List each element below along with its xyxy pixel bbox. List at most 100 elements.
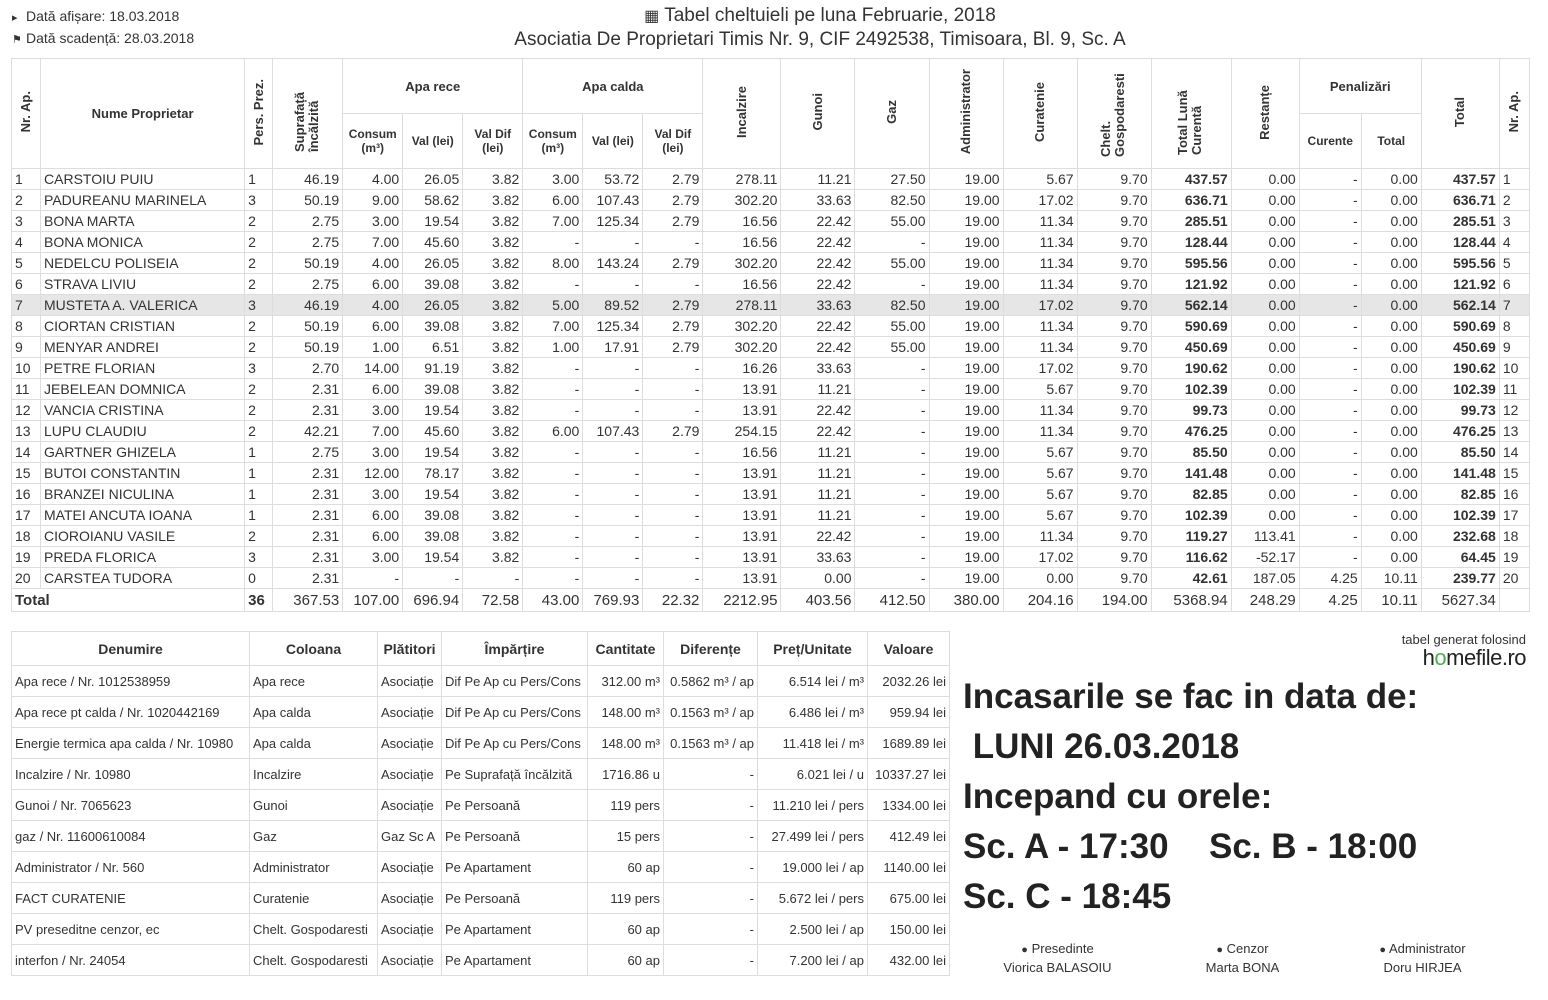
table-cell: 89.52 [582, 294, 644, 316]
table-row[interactable]: 9 MENYAR ANDREI 2 50.19 1.00 6.51 3.82 1.00 17.9… [10, 336, 1531, 358]
table-cell: 19.00 [928, 462, 1004, 484]
table-cell: 3 [10, 210, 42, 232]
header-apa-calda-consum[interactable]: Consum (m³) [522, 113, 584, 169]
cost-header-cell[interactable]: Coloana [249, 631, 378, 666]
table-cell: 6.00 [342, 315, 404, 337]
table-cell: 2 [244, 315, 274, 337]
table-row[interactable]: 2 PADUREANU MARINELA 3 50.19 9.00 58.62 3.82 6.… [10, 189, 1531, 211]
table-row[interactable]: 16 BRANZEI NICULINA 1 2.31 3.00 19.54 3.82- - -1… [10, 483, 1531, 505]
table-row[interactable]: 20 CARSTEA TUDORA 0 2.31- - - - - -13.91 0.00-19.… [10, 567, 1531, 589]
cost-cell: 7.200 lei / ap [757, 944, 868, 976]
header-apa-rece-val[interactable]: Val (lei) [402, 113, 464, 169]
table-row[interactable]: 11 JEBELEAN DOMNICA 2 2.31 6.00 39.08 3.82- - -1… [10, 378, 1531, 400]
table-row[interactable]: 7 MUSTETA A. VALERICA 3 46.19 4.00 26.05 3.82 5… [10, 294, 1531, 316]
table-cell: 64.45 [1420, 546, 1500, 568]
table-cell: STRAVA LIVIU [40, 273, 246, 295]
table-cell: 562.14 [1150, 294, 1232, 316]
cost-row[interactable]: FACT CURATENIE Curatenie Asociație Pe Perso… [11, 882, 950, 914]
header-nume[interactable]: Nume Proprietar [40, 58, 246, 169]
header-nr-ap-end[interactable]: Nr. Ap. [1498, 58, 1531, 169]
header-incalzire[interactable]: Incalzire [702, 58, 782, 169]
table-cell: 2 [244, 378, 274, 400]
table-row[interactable]: 8 CIORTAN CRISTIAN 2 50.19 6.00 39.08 3.82 7.00… [10, 315, 1531, 337]
header-total[interactable]: Total [1420, 58, 1500, 169]
header-pen-curente[interactable]: Curente [1298, 113, 1362, 169]
table-cell: 7.00 [342, 420, 404, 442]
table-row[interactable]: 13 LUPU CLAUDIU 2 42.21 7.00 45.60 3.82 6.00 107… [10, 420, 1531, 442]
table-cell: 11.21 [780, 504, 856, 526]
header-nr-ap[interactable]: Nr. Ap. [10, 58, 42, 169]
table-row[interactable]: 18 CIOROIANU VASILE 2 2.31 6.00 39.08 3.82- - -1… [10, 525, 1531, 547]
table-cell: - [854, 546, 930, 568]
cost-header-cell[interactable]: Plătitori [377, 631, 442, 666]
table-cell: 19.54 [402, 483, 464, 505]
table-row[interactable]: 6 STRAVA LIVIU 2 2.75 6.00 39.08 3.82- - -16.56 2… [10, 273, 1531, 295]
table-row[interactable]: 3 BONA MARTA 2 2.75 3.00 19.54 3.82 7.00 125.34 2… [10, 210, 1531, 232]
header-administrator[interactable]: Administrator [928, 58, 1004, 169]
table-cell: 3 [244, 357, 274, 379]
homefile-logo[interactable]: homefile.ro [1422, 645, 1527, 670]
table-row[interactable]: 15 BUTOI CONSTANTIN 1 2.31 12.00 78.17 3.82- - -… [10, 462, 1531, 484]
header-total-luna[interactable]: Total Lună Curentă [1150, 58, 1232, 169]
table-row[interactable]: 5 NEDELCU POLISEIA 2 50.19 4.00 26.05 3.82 8.00… [10, 252, 1531, 274]
cost-row[interactable]: Energie termica apa calda / Nr. 10980 Apa… [11, 727, 950, 759]
table-row[interactable]: 12 VANCIA CRISTINA 2 2.31 3.00 19.54 3.82- - -13… [10, 399, 1531, 421]
table-row[interactable]: 4 BONA MONICA 2 2.75 7.00 45.60 3.82- - -16.56 22… [10, 231, 1531, 253]
header-penalizari[interactable]: Penalizări [1298, 58, 1422, 114]
table-cell: 0.00 [1360, 357, 1422, 379]
table-row[interactable]: 19 PREDA FLORICA 3 2.31 3.00 19.54 3.82- - -13.9… [10, 546, 1531, 568]
header-apa-calda-val-dif[interactable]: Val Dif (lei) [642, 113, 704, 169]
table-cell: 102.39 [1150, 504, 1232, 526]
cost-header-cell[interactable]: Valoare [867, 631, 950, 666]
cost-row[interactable]: gaz / Nr. 11600610084 Gaz Gaz Sc A Pe Perso… [11, 820, 950, 852]
cost-row[interactable]: PV preseditne cenzor, ec Chelt. Gospodare… [11, 913, 950, 945]
cost-header-cell[interactable]: Preț/Unitate [757, 631, 868, 666]
cost-header-cell[interactable]: Cantitate [587, 631, 664, 666]
table-cell: 27.50 [854, 168, 930, 190]
header-apa-rece-val-dif[interactable]: Val Dif (lei) [462, 113, 524, 169]
table-cell: 2.79 [642, 210, 704, 232]
table-cell: 19.00 [928, 231, 1004, 253]
table-cell: - [1298, 483, 1362, 505]
cost-cell: Asociație [377, 789, 442, 821]
cost-cell: 2.500 lei / ap [757, 913, 868, 945]
cost-row[interactable]: interfon / Nr. 24054 Chelt. Gospodaresti A… [11, 944, 950, 976]
cost-cell: 19.000 lei / ap [757, 851, 868, 883]
totals-cell [1498, 588, 1531, 612]
table-cell: - [522, 504, 584, 526]
header-gaz[interactable]: Gaz [854, 58, 930, 169]
header-suprafata[interactable]: Suprafață încălzită [272, 58, 344, 169]
cost-cell: Curatenie [249, 882, 378, 914]
table-row[interactable]: 14 GARTNER GHIZELA 1 2.75 3.00 19.54 3.82- - -16… [10, 441, 1531, 463]
table-cell: 33.63 [780, 294, 856, 316]
cost-cell: 10337.27 lei [867, 758, 950, 790]
header-curatenie[interactable]: Curatenie [1002, 58, 1078, 169]
header-chelt[interactable]: Chelt. Gospodaresti [1076, 58, 1152, 169]
cost-row[interactable]: Incalzire / Nr. 10980 Incalzire Asociație P… [11, 758, 950, 790]
table-row[interactable]: 10 PETRE FLORIAN 3 2.70 14.00 91.19 3.82- - -16.… [10, 357, 1531, 379]
cost-row[interactable]: Apa rece / Nr. 1012538959 Apa rece Asociaț… [11, 665, 950, 697]
cost-header-cell[interactable]: Denumire [11, 631, 250, 666]
table-cell: 437.57 [1420, 168, 1500, 190]
header-apa-calda-val[interactable]: Val (lei) [582, 113, 644, 169]
header-gunoi[interactable]: Gunoi [780, 58, 856, 169]
header-apa-calda[interactable]: Apa calda [522, 58, 704, 114]
cost-row[interactable]: Administrator / Nr. 560 Administrator Asoc… [11, 851, 950, 883]
header-pen-total[interactable]: Total [1360, 113, 1422, 169]
table-row[interactable]: 1 CARSTOIU PUIU 1 46.19 4.00 26.05 3.82 3.00 53.… [10, 168, 1531, 190]
table-row[interactable]: 17 MATEI ANCUTA IOANA 1 2.31 6.00 39.08 3.82- -… [10, 504, 1531, 526]
cost-row[interactable]: Apa rece pt calda / Nr. 1020442169 Apa ca… [11, 696, 950, 728]
header-apa-rece[interactable]: Apa rece [342, 58, 524, 114]
table-cell: 15 [1498, 462, 1531, 484]
header-apa-rece-consum[interactable]: Consum (m³) [342, 113, 404, 169]
cost-cell: 6.021 lei / u [757, 758, 868, 790]
header-restante[interactable]: Restanțe [1230, 58, 1300, 169]
cost-header-cell[interactable]: Diferențe [663, 631, 758, 666]
cost-cell: 1689.89 lei [867, 727, 950, 759]
cost-header-cell[interactable]: Împărțire [441, 631, 588, 666]
header-pers[interactable]: Pers. Prez. [244, 58, 274, 169]
cost-row[interactable]: Gunoi / Nr. 7065623 Gunoi Asociație Pe Pers… [11, 789, 950, 821]
totals-cell: 4.25 [1298, 588, 1362, 612]
table-cell: 19.00 [928, 168, 1004, 190]
table-cell: - [1298, 315, 1362, 337]
